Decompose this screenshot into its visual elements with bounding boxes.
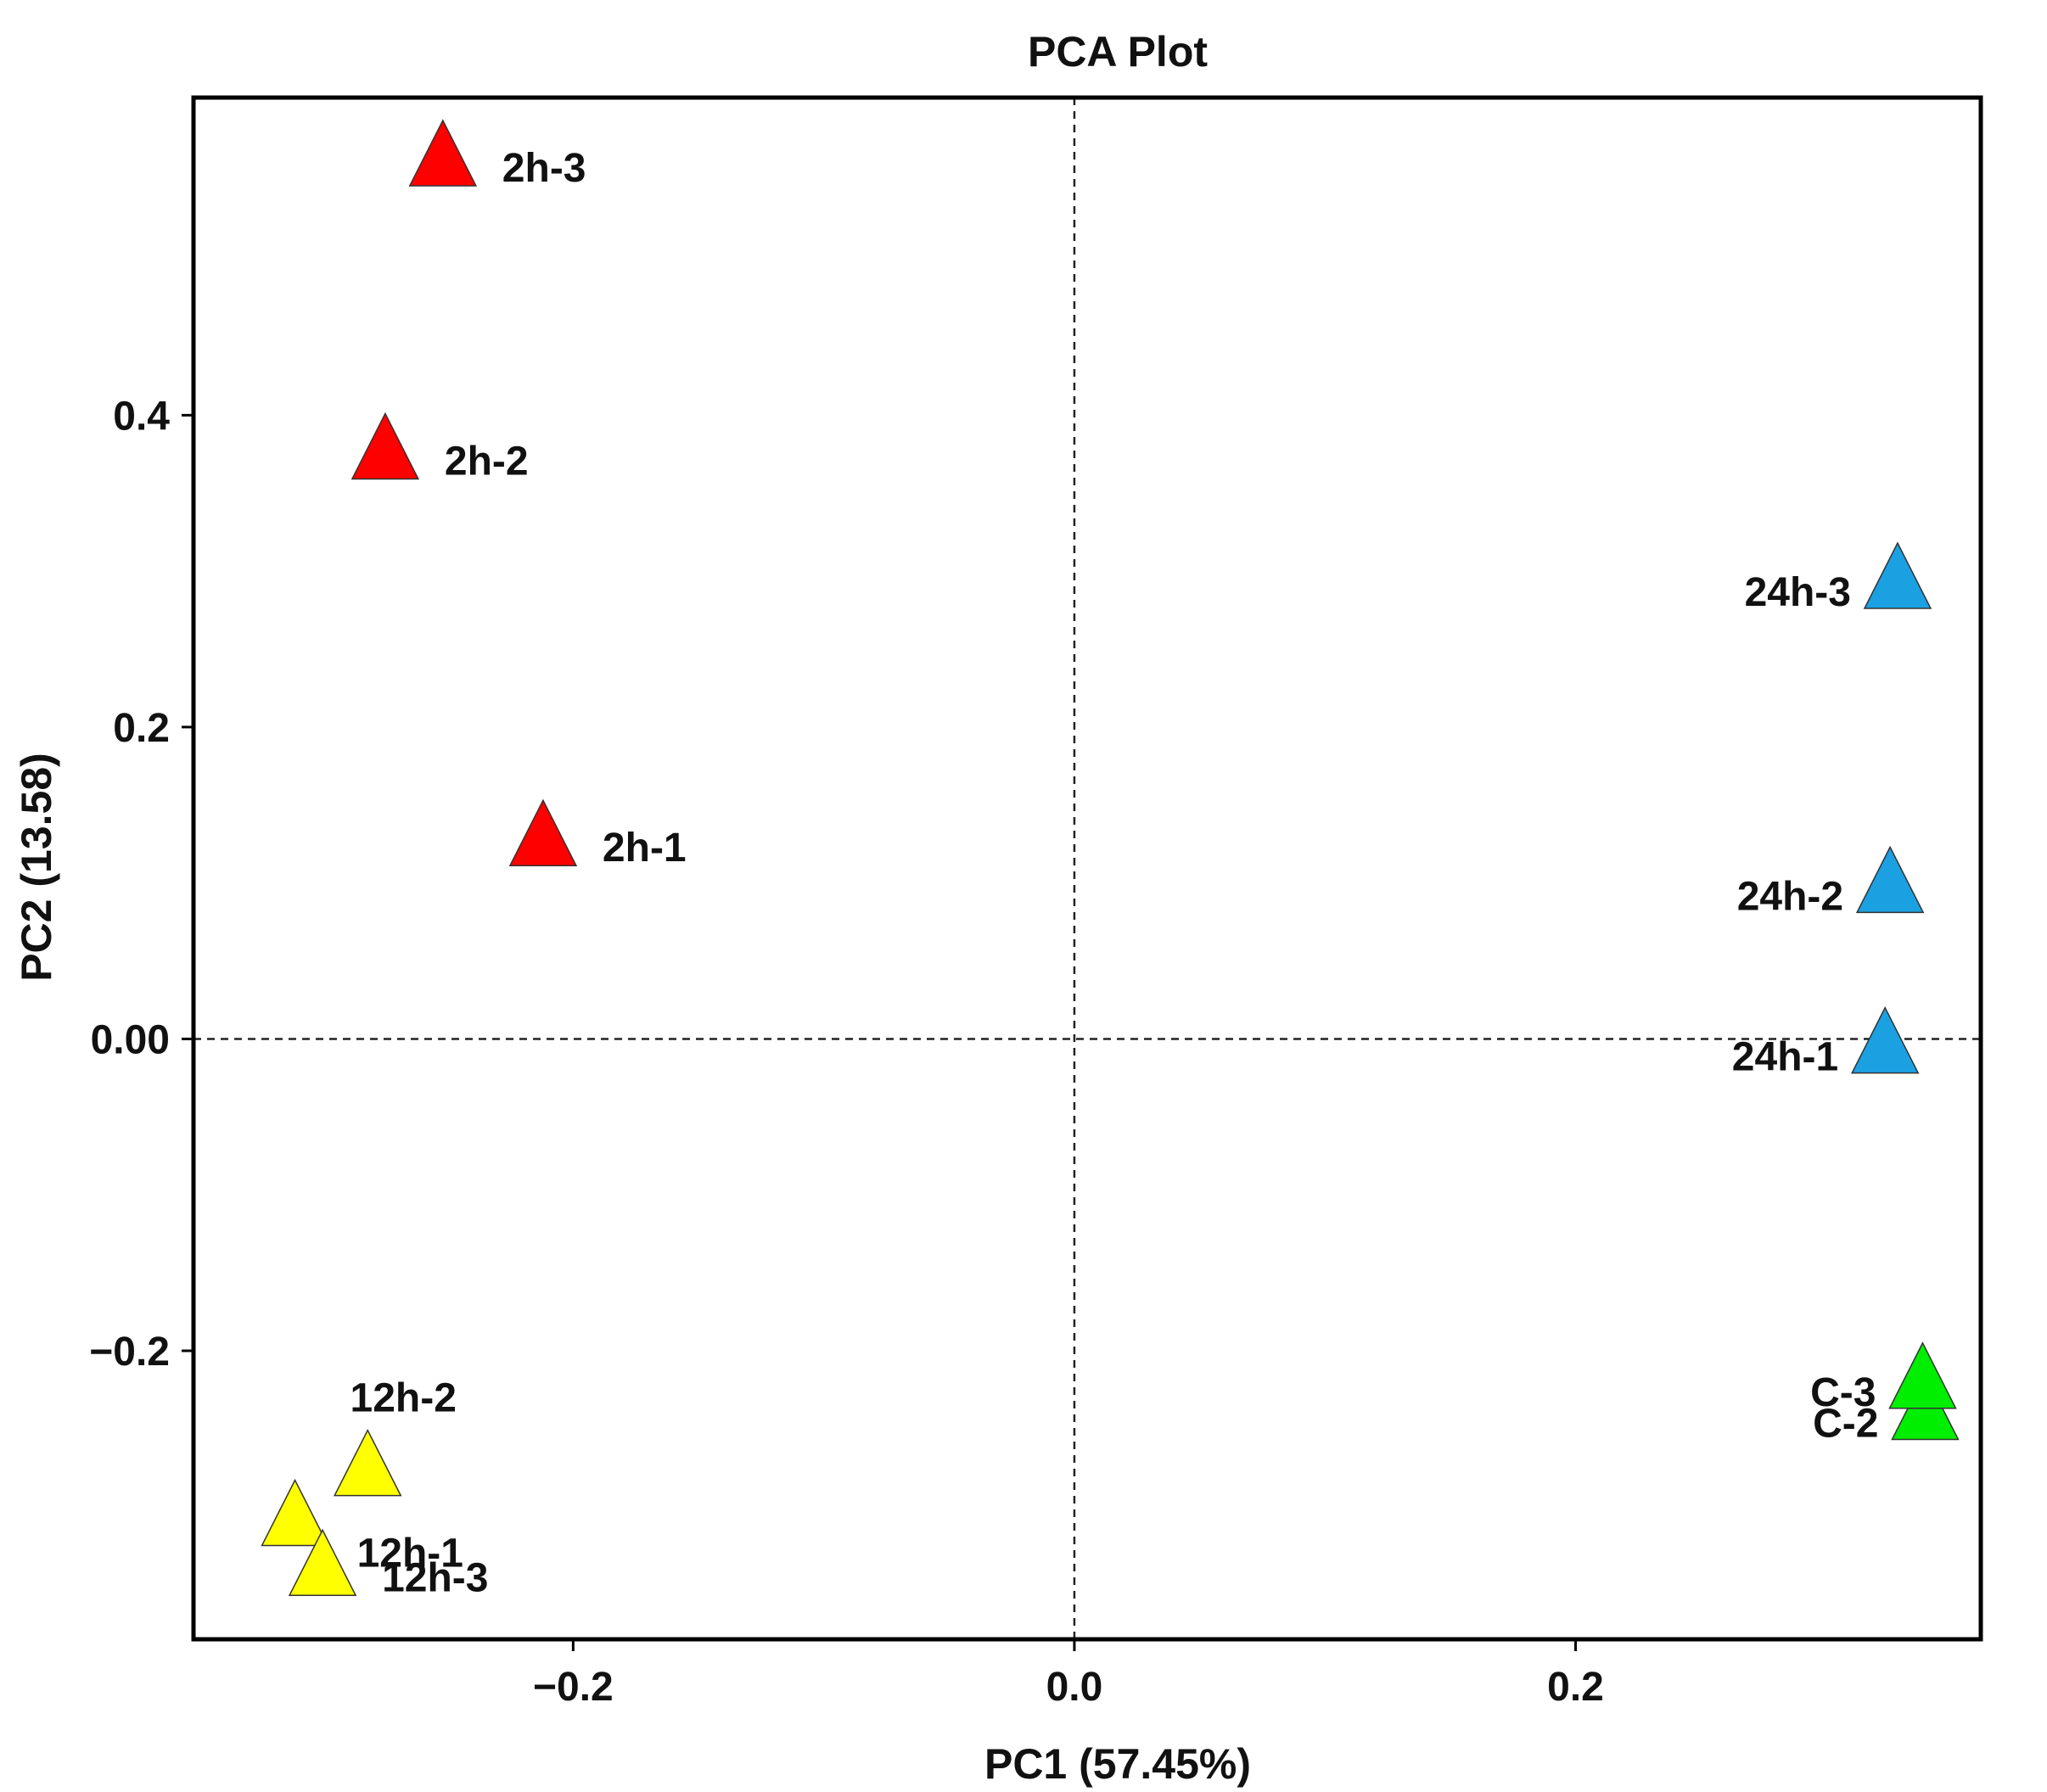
y-axis-label: PC2 (13.58) [13, 753, 60, 982]
data-point-2h-1 [508, 798, 578, 866]
point-label-24h-3: 24h-3 [1745, 570, 1851, 615]
point-label-24h-2: 24h-2 [1737, 874, 1843, 919]
point-label-2h-2: 2h-2 [445, 439, 529, 484]
plot-frame [191, 95, 1983, 1642]
data-point-12h-1 [261, 1478, 329, 1547]
x-axis-label: PC1 (57.45%) [984, 1740, 1251, 1788]
data-point-24h-3 [1863, 541, 1932, 609]
point-label-12h-2: 12h-2 [351, 1376, 457, 1421]
point-label-2h-1: 2h-1 [603, 826, 687, 871]
point-label-2h-3: 2h-3 [502, 146, 586, 191]
data-point-2h-2 [351, 412, 420, 480]
point-label-C-2: C-2 [1813, 1402, 1878, 1447]
x-tick-label: 0.0 [1046, 1665, 1103, 1710]
data-point-2h-3 [408, 119, 478, 187]
point-label-12h-3: 12h-3 [382, 1555, 488, 1600]
y-tick-label: −0.2 [89, 1330, 170, 1375]
data-point-24h-2 [1855, 845, 1925, 914]
point-label-12h-1: 12h-1 [357, 1531, 463, 1576]
data-point-C-3 [1888, 1341, 1957, 1409]
data-point-24h-1 [1850, 1005, 1920, 1074]
plot-area: −0.2 0.0 0.2 −0.2 0.00 0.2 0.4 2h-1 2h-2 2h-3 12h-… [89, 95, 1983, 1710]
data-point-12h-3 [288, 1528, 357, 1597]
y-tick-label: 0.00 [91, 1017, 170, 1062]
chart-title: PCA Plot [1028, 28, 1208, 76]
point-label-24h-1: 24h-1 [1732, 1035, 1838, 1080]
y-tick-label: 0.2 [113, 706, 170, 751]
x-tick-label: 0.2 [1547, 1665, 1604, 1710]
point-label-C-3: C-3 [1810, 1370, 1876, 1415]
y-tick-label: 0.4 [113, 394, 170, 439]
data-point-12h-2 [334, 1429, 402, 1497]
x-tick-label: −0.2 [533, 1665, 614, 1710]
